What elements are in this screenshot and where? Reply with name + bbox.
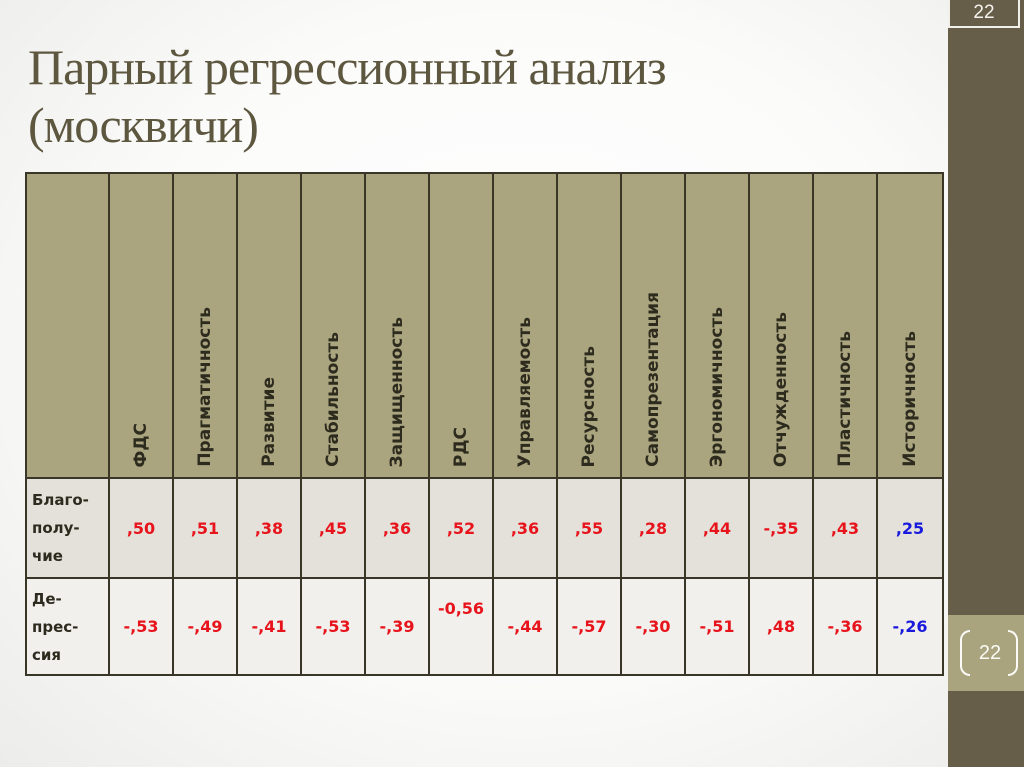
column-header: ФДС	[108, 172, 174, 479]
table-cell: -,53	[300, 577, 366, 676]
table-cell: -,35	[748, 477, 814, 579]
table-cell: -,49	[172, 577, 238, 676]
table-cell: ,44	[684, 477, 750, 579]
table-cell: -,36	[812, 577, 878, 676]
column-header: Прагматичность	[172, 172, 238, 479]
table-cell: -,51	[684, 577, 750, 676]
column-header: Защищенность	[364, 172, 430, 479]
column-header: Пластичность	[812, 172, 878, 479]
regression-table: ФДС Прагматичность Развитие Стабильность…	[25, 172, 944, 676]
table-cell: ,25	[876, 477, 944, 579]
table-cell: -,41	[236, 577, 302, 676]
column-header: Отчужденность	[748, 172, 814, 479]
table-cell: ,55	[556, 477, 622, 579]
table-cell: ,45	[300, 477, 366, 579]
table-cell: -,44	[492, 577, 558, 676]
row-label: Де- прес- сия	[25, 577, 110, 676]
table-cell: -,57	[556, 577, 622, 676]
column-header: Управляемость	[492, 172, 558, 479]
title-line-2: (москвичи)	[28, 97, 259, 153]
table-row-wellbeing: Благо- полу- чие ,50 ,51 ,38 ,45 ,36 ,52…	[25, 477, 944, 579]
column-header: Развитие	[236, 172, 302, 479]
table-cell: ,52	[428, 477, 494, 579]
column-header: Стабильность	[300, 172, 366, 479]
title-line-1: Парный регрессионный анализ	[28, 39, 667, 95]
column-header: РДС	[428, 172, 494, 479]
page-number-top: 22	[948, 0, 1020, 28]
table-cell: -,30	[620, 577, 686, 676]
table-row-depression: Де- прес- сия -,53 -,49 -,41 -,53 -,39 -…	[25, 577, 944, 676]
table-cell: ,28	[620, 477, 686, 579]
table-cell: -0,56	[428, 577, 494, 676]
column-header: Ресурсность	[556, 172, 622, 479]
table-cell: -,53	[108, 577, 174, 676]
table-cell: ,43	[812, 477, 878, 579]
table-cell: -,39	[364, 577, 430, 676]
table-cell: ,50	[108, 477, 174, 579]
left-bracket-icon	[960, 630, 970, 676]
column-header: Историчность	[876, 172, 944, 479]
row-label: Благо- полу- чие	[25, 477, 110, 579]
table-cell: ,48	[748, 577, 814, 676]
table-cell: ,36	[364, 477, 430, 579]
table-cell: ,36	[492, 477, 558, 579]
corner-cell	[25, 172, 110, 479]
slide-title: Парный регрессионный анализ (москвичи)	[28, 38, 928, 154]
page-number-bottom: 22	[978, 641, 1002, 664]
table-cell: ,51	[172, 477, 238, 579]
header-row: ФДС Прагматичность Развитие Стабильность…	[25, 172, 944, 479]
column-header: Эргономичность	[684, 172, 750, 479]
table-cell: -,26	[876, 577, 944, 676]
column-header: Самопрезентация	[620, 172, 686, 479]
table-cell: ,38	[236, 477, 302, 579]
